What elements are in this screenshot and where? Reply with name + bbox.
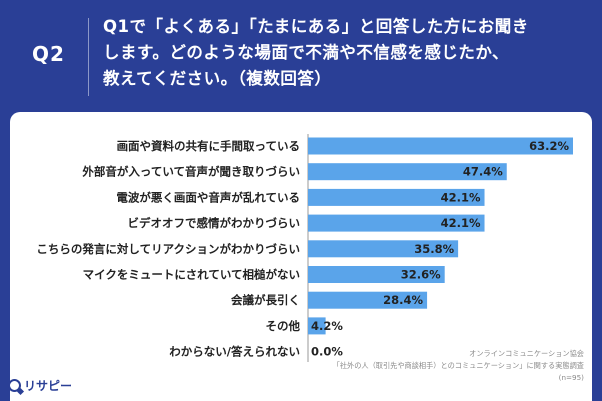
bar-6: [308, 291, 428, 309]
source-n: (n=95): [558, 373, 584, 382]
source-org: オンラインコミュニケーション協会: [469, 349, 584, 358]
header: Q2 Q1で「よくある」「たまにある」と回答した方にお聞き します。どのような場…: [0, 0, 602, 110]
brand-logo-text: リサピー: [24, 378, 73, 393]
question-line-3: 教えてください。（複数回答）: [103, 69, 332, 88]
category-label-3: ビデオオフで感情がわかりづらい: [128, 216, 301, 230]
chart-panel: [10, 112, 592, 401]
bar-2: [308, 188, 485, 206]
header-divider: [88, 18, 89, 96]
category-label-1: 外部音が入っていて音声が聞き取りづらい: [81, 165, 300, 179]
value-label-7: 4.2%: [311, 319, 343, 333]
bar-1: [308, 163, 507, 181]
category-label-2: 電波が悪く画面や音声が乱れている: [116, 190, 300, 204]
category-label-0: 画面や資料の共有に手間取っている: [117, 139, 300, 153]
value-label-2: 42.1%: [441, 190, 481, 204]
source-survey: 「社外の人（取引先や商談相手）とのコミュニケーション」に関する実態調査: [332, 361, 584, 370]
bar-7: [308, 317, 326, 335]
magnifier-icon: [8, 378, 21, 392]
question-text: Q1で「よくある」「たまにある」と回答した方にお聞き します。どのような場面で不…: [103, 14, 583, 92]
value-label-4: 35.8%: [414, 242, 454, 256]
question-line-1: Q1で「よくある」「たまにある」と回答した方にお聞き: [103, 17, 529, 36]
value-label-5: 32.6%: [401, 268, 441, 282]
value-label-1: 47.4%: [463, 165, 503, 179]
source-note: オンラインコミュニケーション協会 「社外の人（取引先や商談相手）とのコミュニケー…: [333, 348, 584, 384]
category-label-8: わからない/答えられない: [169, 345, 300, 359]
category-label-6: 会議が長引く: [230, 293, 300, 307]
bar-5: [308, 266, 445, 283]
bar-0: [308, 137, 573, 155]
value-label-8: 0.0%: [311, 345, 343, 359]
bar-4: [308, 240, 459, 258]
value-label-0: 63.2%: [529, 139, 569, 153]
bar-3: [308, 214, 485, 232]
question-number: Q2: [32, 42, 65, 66]
value-label-3: 42.1%: [441, 216, 481, 230]
category-label-4: こちらの発言に対してリアクションがわかりづらい: [36, 242, 300, 256]
category-label-5: マイクをミュートにされていて相槌がない: [83, 268, 300, 282]
value-label-6: 28.4%: [383, 293, 423, 307]
question-line-2: します。どのような場面で不満や不信感を感じたか、: [103, 43, 510, 62]
category-label-7: その他: [266, 319, 301, 333]
brand-logo: リサピー: [8, 373, 80, 397]
